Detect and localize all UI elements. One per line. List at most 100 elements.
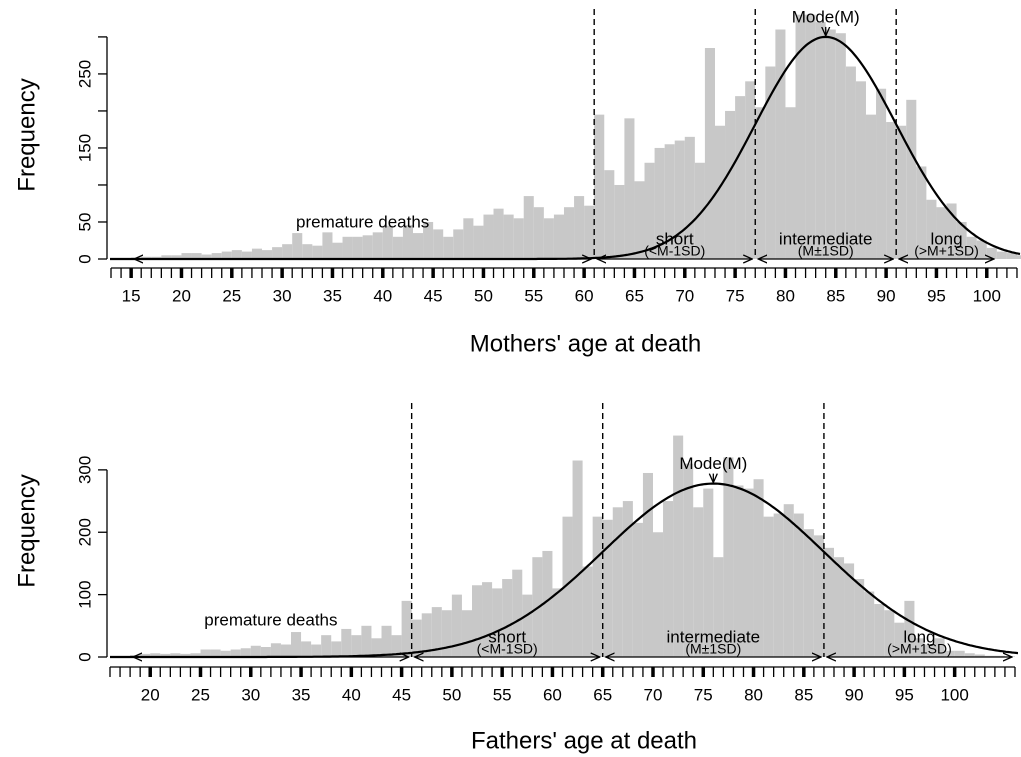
range-label: intermediate [779, 229, 873, 248]
bar [976, 240, 987, 259]
bar [311, 644, 322, 657]
bar [946, 203, 957, 259]
bar [795, 14, 806, 259]
range-sublabel: (<M-1SD) [477, 641, 538, 657]
bar [924, 644, 935, 657]
bar [763, 516, 774, 657]
bar [563, 207, 575, 259]
bar [934, 638, 945, 657]
bar [803, 529, 814, 657]
range-label: premature deaths [204, 610, 337, 629]
bar [433, 229, 444, 259]
bar [463, 218, 474, 259]
y-tick-label: 100 [75, 580, 94, 608]
bar [956, 221, 967, 259]
bar [654, 147, 665, 259]
bar [382, 225, 393, 259]
x-tick-label: 90 [877, 286, 896, 305]
x-tick-label: 25 [222, 286, 241, 305]
bar [381, 625, 392, 657]
bar [914, 638, 925, 657]
x-tick-label: 65 [625, 286, 644, 305]
bar [471, 585, 483, 657]
x-tick-label: 25 [191, 685, 210, 704]
bar [250, 645, 261, 657]
bar [673, 435, 684, 657]
range-label: short [656, 229, 694, 248]
bar [322, 232, 333, 259]
bar [753, 479, 764, 657]
bar [592, 516, 603, 657]
bar [352, 236, 363, 259]
bar [833, 557, 845, 657]
bar [421, 613, 432, 657]
y-tick-label: 150 [75, 134, 94, 162]
range-sublabel: (M±1SD) [798, 243, 854, 259]
bar [664, 144, 675, 259]
y-axis-title: Frequency [13, 78, 40, 191]
bar [694, 162, 705, 259]
bar [785, 107, 796, 260]
x-tick-label: 85 [794, 685, 813, 704]
range-sublabel: (>M+1SD) [887, 641, 952, 657]
x-axis-title: Mothers' age at death [470, 330, 701, 357]
bar [765, 66, 776, 259]
bar [522, 594, 533, 657]
bar [755, 107, 766, 260]
x-tick-label: 75 [726, 286, 745, 305]
x-tick-label: 55 [524, 286, 543, 305]
range-label: intermediate [667, 627, 761, 646]
bar [1016, 255, 1021, 259]
bar [642, 472, 653, 657]
bar [693, 507, 704, 657]
bar [492, 588, 503, 657]
bar [574, 196, 585, 259]
bar [996, 251, 1007, 259]
bar [461, 610, 472, 657]
bar [331, 641, 342, 657]
bar [542, 550, 553, 657]
bar [624, 118, 635, 259]
bar [835, 33, 846, 259]
x-tick-label: 95 [895, 685, 914, 704]
bar [312, 245, 323, 259]
x-tick-label: 80 [776, 286, 795, 305]
bar [372, 232, 383, 259]
panel: Mode(M) premature deaths short(<M-1SD) inte… [13, 7, 1021, 357]
bar [936, 207, 947, 259]
bar [493, 208, 504, 259]
bar [622, 501, 633, 657]
bar [743, 488, 754, 657]
bar [473, 225, 484, 259]
bar [411, 619, 422, 657]
bar [572, 460, 583, 657]
bar [926, 199, 937, 259]
x-tick-label: 50 [442, 685, 461, 704]
bar [302, 244, 313, 259]
bar [644, 162, 655, 259]
bar [745, 81, 756, 259]
bar [502, 579, 513, 657]
range-label: long [930, 229, 962, 248]
bar [703, 488, 714, 657]
bar [733, 485, 744, 657]
x-tick-label: 75 [694, 685, 713, 704]
bar [503, 214, 514, 259]
range-sublabel: (>M+1SD) [914, 243, 979, 259]
x-tick-label: 15 [122, 286, 141, 305]
bar [441, 610, 452, 657]
bar [916, 166, 927, 259]
bar [230, 649, 241, 657]
bar [231, 250, 242, 259]
y-tick-label: 250 [75, 60, 94, 88]
y-tick-label: 50 [75, 213, 94, 232]
range-label: short [488, 627, 526, 646]
bar [282, 244, 293, 259]
bar [513, 218, 524, 259]
bar [896, 125, 907, 259]
mode-label: Mode(M) [679, 454, 747, 473]
bar [221, 251, 232, 259]
bar [391, 635, 402, 657]
plot-area [110, 14, 1021, 261]
